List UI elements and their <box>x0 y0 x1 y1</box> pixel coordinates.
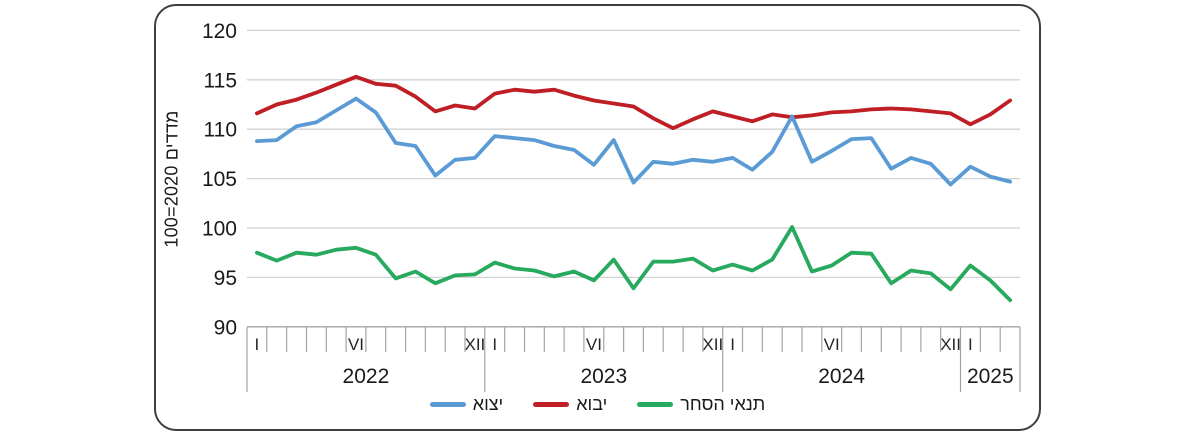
month-tick-label: I <box>492 335 497 354</box>
export-line-swatch-icon <box>429 402 466 407</box>
year-label: 2024 <box>818 365 865 388</box>
y-axis-tick-label: 120 <box>202 20 237 43</box>
month-tick-label: I <box>730 335 735 354</box>
legend-item-export: יצוא <box>429 394 504 415</box>
y-axis-tick-label: 105 <box>202 168 237 191</box>
import-line-swatch-icon <box>533 402 570 407</box>
legend-label-terms-of-trade: תנאי הסחר <box>680 394 766 414</box>
month-tick-label: I <box>255 335 260 354</box>
series-line-export <box>254 96 1012 187</box>
y-axis-tick-label: 115 <box>204 69 237 92</box>
month-tick-label: XII <box>465 335 486 354</box>
month-tick-label: VI <box>586 335 602 354</box>
month-tick-label: XII <box>940 335 961 354</box>
month-tick-label: VI <box>824 335 840 354</box>
y-axis-tick-label: 95 <box>214 267 237 290</box>
month-tick-label: XII <box>702 335 723 354</box>
series-line-terms-of-trade <box>254 225 1012 303</box>
y-axis-tick-label: 100 <box>202 218 237 241</box>
year-label: 2023 <box>580 365 627 388</box>
legend-item-terms-of-trade: תנאי הסחר <box>637 394 765 415</box>
series-line-import <box>254 74 1012 131</box>
legend-label-export: יצוא <box>472 394 504 414</box>
terms-of-trade-line-swatch-icon <box>637 402 674 407</box>
year-label: 2022 <box>343 365 390 388</box>
year-label: 2025 <box>967 365 1014 388</box>
y-axis-tick-label: 110 <box>204 119 237 142</box>
chart-card <box>154 4 1041 431</box>
y-axis-tick-label: 90 <box>214 316 237 339</box>
legend-label-import: יבוא <box>576 394 608 414</box>
month-tick-label: VI <box>348 335 364 354</box>
legend: יצוא יבוא תנאי הסחר <box>154 394 1041 415</box>
y-axis-title: מדדים 2020=100 <box>161 110 182 248</box>
month-tick-label: I <box>968 335 973 354</box>
legend-item-import: יבוא <box>533 394 607 415</box>
